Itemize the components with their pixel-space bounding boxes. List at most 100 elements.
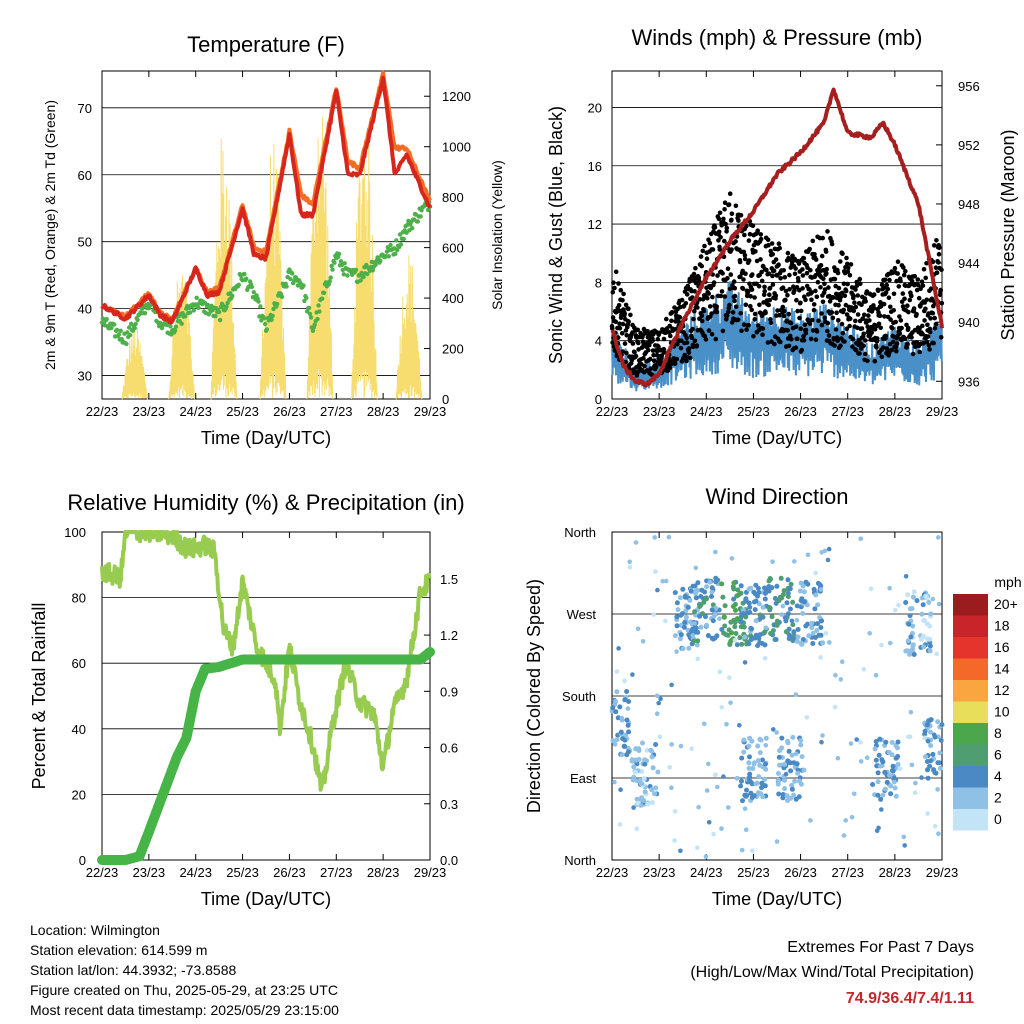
direction-point [751, 761, 757, 767]
gust-point [845, 269, 851, 274]
gust-point [709, 331, 715, 337]
direction-point [926, 718, 932, 724]
direction-point [760, 604, 766, 610]
direction-point [741, 624, 747, 630]
gust-point [796, 261, 802, 266]
gust-point [716, 238, 721, 243]
gust-point [866, 313, 871, 318]
dewpoint-point [378, 258, 383, 263]
dewpoint-point [336, 251, 342, 257]
direction-point [785, 798, 790, 803]
direction-point [762, 596, 768, 602]
gust-point [938, 334, 944, 340]
gust-point [753, 249, 758, 254]
gust-point [775, 308, 780, 313]
dewpoint-point [128, 321, 134, 326]
direction-point [795, 627, 801, 632]
gust-point [810, 317, 815, 323]
direction-point [776, 771, 781, 776]
dewpoint-point [332, 260, 337, 265]
direction-point [825, 557, 831, 563]
gust-point [919, 279, 925, 285]
gust-point [667, 323, 672, 329]
direction-point [706, 761, 711, 767]
direction-point [655, 587, 660, 593]
gust-point [766, 242, 771, 248]
gust-point [845, 265, 851, 271]
dewpoint-point [270, 313, 275, 318]
gust-point [825, 229, 830, 234]
direction-point [843, 818, 848, 823]
direction-point [875, 792, 881, 798]
direction-point [782, 761, 788, 767]
gust-point [889, 347, 895, 353]
y2-tick-label: 0.0 [440, 853, 458, 868]
dewpoint-point [187, 310, 193, 315]
direction-point [630, 672, 635, 677]
direction-point [729, 630, 735, 636]
gust-point [765, 237, 771, 242]
gust-point [702, 243, 707, 249]
gust-point [920, 323, 925, 329]
x-tick-label: 29/23 [414, 404, 447, 419]
direction-point [893, 607, 898, 613]
direction-point [692, 624, 698, 630]
gust-point [641, 356, 646, 361]
gust-point [635, 327, 640, 333]
gust-point [887, 341, 893, 347]
y-tick-label: West [567, 607, 597, 622]
gust-point [727, 191, 733, 196]
direction-point [782, 777, 787, 783]
gust-point [814, 329, 820, 334]
gust-point [899, 325, 904, 331]
direction-point [657, 734, 663, 740]
y-tick-label: 0 [79, 853, 86, 868]
dewpoint-point [359, 270, 364, 276]
direction-point [621, 743, 627, 749]
direction-point [644, 747, 650, 753]
direction-point [693, 595, 699, 601]
gust-point [725, 276, 730, 281]
direction-point [906, 621, 912, 627]
gust-point [651, 358, 657, 364]
dewpoint-point [386, 254, 391, 259]
direction-point [930, 751, 936, 757]
gust-point [927, 329, 933, 335]
gust-point [650, 338, 655, 343]
dewpoint-point [114, 327, 120, 333]
dewpoint-point [342, 261, 347, 266]
direction-point [746, 743, 752, 749]
gust-point [768, 320, 774, 326]
direction-point [666, 534, 672, 540]
gust-point [819, 322, 825, 328]
gust-point [662, 350, 667, 355]
direction-point [793, 751, 799, 757]
rh-series [100, 530, 432, 792]
direction-point [677, 595, 683, 601]
gust-point [815, 279, 821, 285]
gust-point [800, 267, 805, 272]
direction-point [680, 586, 686, 592]
gust-point [757, 302, 762, 308]
direction-point [928, 729, 933, 735]
gust-point [787, 272, 792, 278]
direction-point [799, 754, 805, 760]
gust-point [692, 289, 697, 294]
gust-point [621, 291, 626, 297]
dewpoint-point [301, 283, 306, 288]
gust-point [636, 340, 641, 346]
direction-point [748, 637, 754, 642]
direction-point [740, 607, 746, 613]
direction-point [614, 669, 620, 674]
gust-point [881, 301, 887, 307]
direction-point [704, 584, 710, 590]
gust-point [841, 281, 847, 287]
direction-point [738, 619, 744, 625]
dewpoint-point [358, 278, 363, 283]
direction-point [631, 774, 637, 780]
gust-point [741, 322, 747, 328]
dewpoint-point [112, 322, 117, 327]
gust-point [888, 304, 893, 310]
gust-point [626, 306, 631, 312]
direction-point [610, 705, 616, 711]
